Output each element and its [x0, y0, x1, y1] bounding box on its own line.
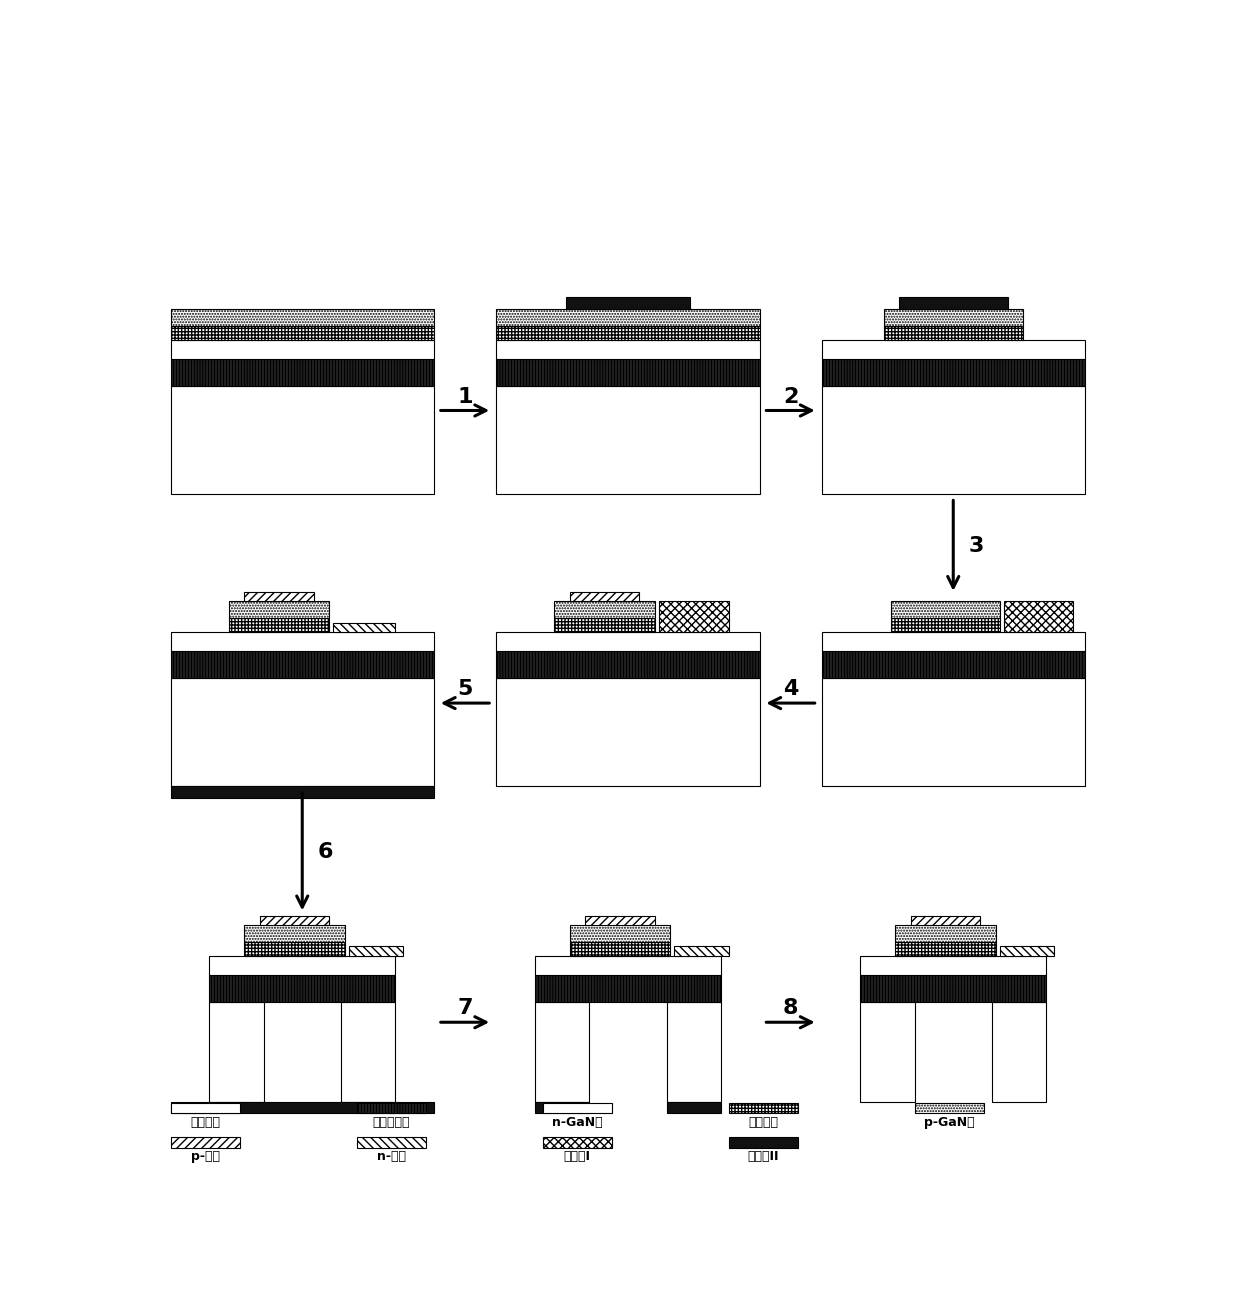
Bar: [821, 651, 1085, 679]
Bar: [496, 651, 759, 679]
Text: 6: 6: [317, 842, 334, 862]
Bar: [861, 955, 1047, 975]
Bar: [171, 679, 434, 786]
Bar: [892, 601, 999, 619]
Text: 4: 4: [782, 679, 799, 699]
Bar: [171, 386, 434, 494]
Bar: [496, 340, 759, 359]
Bar: [895, 942, 996, 955]
Bar: [892, 619, 999, 632]
Bar: [861, 1001, 915, 1101]
Bar: [1003, 601, 1074, 632]
Bar: [569, 925, 671, 942]
Bar: [821, 679, 1085, 786]
Bar: [171, 340, 434, 359]
Bar: [171, 786, 434, 797]
Bar: [171, 632, 434, 651]
Bar: [259, 916, 330, 925]
Bar: [658, 601, 729, 632]
Bar: [861, 975, 1047, 1001]
Bar: [883, 309, 1023, 326]
Bar: [534, 955, 720, 975]
Text: 外延缓冲层: 外延缓冲层: [373, 1116, 410, 1129]
Bar: [348, 946, 403, 955]
Bar: [228, 619, 330, 632]
Bar: [999, 946, 1054, 955]
Text: p-GaN层: p-GaN层: [924, 1116, 975, 1129]
Bar: [883, 326, 1023, 340]
Bar: [357, 1137, 427, 1148]
Text: p-电极: p-电极: [191, 1150, 219, 1163]
Bar: [171, 651, 434, 679]
Bar: [228, 601, 330, 619]
Bar: [821, 359, 1085, 386]
Bar: [496, 309, 759, 326]
Bar: [992, 1001, 1047, 1101]
Bar: [543, 1137, 613, 1148]
Bar: [565, 297, 689, 309]
Bar: [895, 925, 996, 942]
Bar: [534, 1101, 589, 1113]
Text: 2: 2: [782, 387, 799, 407]
Text: n-电极: n-电极: [377, 1150, 405, 1163]
Text: 3: 3: [968, 536, 985, 555]
Bar: [569, 592, 640, 601]
Bar: [171, 326, 434, 340]
Bar: [569, 942, 671, 955]
Bar: [675, 946, 729, 955]
Text: 1: 1: [458, 387, 472, 407]
Bar: [534, 1001, 589, 1101]
Bar: [554, 619, 655, 632]
Text: n-GaN层: n-GaN层: [552, 1116, 603, 1129]
Text: 7: 7: [458, 999, 472, 1019]
Bar: [496, 359, 759, 386]
Bar: [244, 925, 345, 942]
Bar: [821, 632, 1085, 651]
Bar: [554, 601, 655, 619]
Text: 8: 8: [782, 999, 799, 1019]
Bar: [341, 1001, 396, 1101]
Bar: [821, 386, 1085, 494]
Bar: [915, 1103, 985, 1113]
Text: 硬衬底层: 硬衬底层: [191, 1116, 221, 1129]
Bar: [171, 1103, 241, 1113]
Bar: [244, 942, 345, 955]
Bar: [667, 1101, 720, 1113]
Bar: [496, 679, 759, 786]
Bar: [171, 359, 434, 386]
Text: 光刻胶I: 光刻胶I: [564, 1150, 591, 1163]
Bar: [899, 297, 1007, 309]
Bar: [210, 975, 396, 1001]
Bar: [244, 592, 314, 601]
Text: 量子阱层: 量子阱层: [749, 1116, 779, 1129]
Text: 5: 5: [458, 679, 472, 699]
Bar: [821, 340, 1085, 359]
Bar: [543, 1103, 613, 1113]
Bar: [357, 1103, 427, 1113]
Bar: [210, 955, 396, 975]
Bar: [729, 1103, 799, 1113]
Bar: [585, 916, 655, 925]
Bar: [667, 1001, 720, 1101]
Text: 光刻胶II: 光刻胶II: [748, 1150, 779, 1163]
Bar: [729, 1137, 799, 1148]
Bar: [171, 309, 434, 326]
Bar: [171, 1137, 241, 1148]
Bar: [210, 1001, 263, 1101]
Bar: [496, 386, 759, 494]
Bar: [910, 916, 981, 925]
Bar: [171, 1101, 434, 1113]
Bar: [496, 632, 759, 651]
Bar: [496, 326, 759, 340]
Bar: [334, 622, 396, 632]
Bar: [534, 975, 720, 1001]
